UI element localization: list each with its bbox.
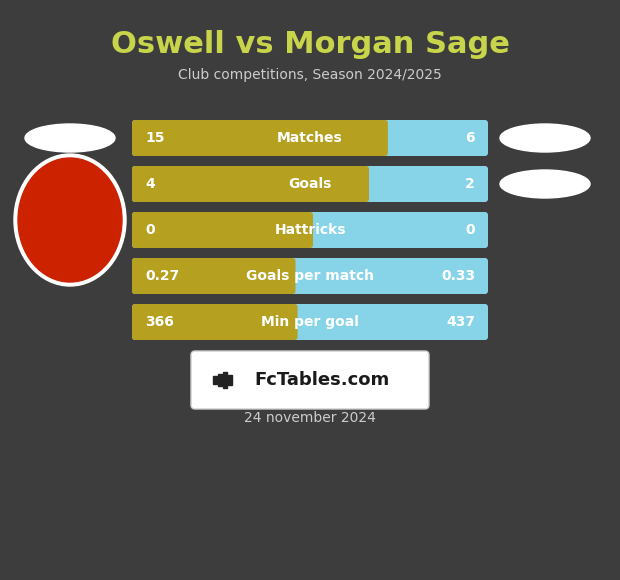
Text: 2: 2 — [465, 177, 475, 191]
Ellipse shape — [14, 154, 126, 286]
Ellipse shape — [25, 124, 115, 152]
Text: Goals per match: Goals per match — [246, 269, 374, 283]
FancyBboxPatch shape — [132, 120, 388, 156]
Text: Club competitions, Season 2024/2025: Club competitions, Season 2024/2025 — [178, 68, 442, 82]
Text: 437: 437 — [446, 315, 475, 329]
Text: 4: 4 — [145, 177, 155, 191]
FancyBboxPatch shape — [191, 351, 429, 409]
Text: Oswell vs Morgan Sage: Oswell vs Morgan Sage — [110, 30, 510, 59]
FancyBboxPatch shape — [132, 304, 298, 340]
FancyBboxPatch shape — [132, 166, 488, 202]
Bar — [223, 372, 227, 388]
Ellipse shape — [500, 170, 590, 198]
FancyBboxPatch shape — [132, 304, 488, 340]
Text: 366: 366 — [145, 315, 174, 329]
Text: Matches: Matches — [277, 131, 343, 145]
Bar — [218, 374, 222, 386]
Bar — [213, 376, 217, 384]
Text: 6: 6 — [466, 131, 475, 145]
FancyBboxPatch shape — [132, 258, 488, 294]
Ellipse shape — [500, 124, 590, 152]
Text: Min per goal: Min per goal — [261, 315, 359, 329]
FancyBboxPatch shape — [132, 258, 296, 294]
Text: 24 november 2024: 24 november 2024 — [244, 411, 376, 425]
Text: 0: 0 — [145, 223, 154, 237]
Text: FcTables.com: FcTables.com — [254, 371, 389, 389]
FancyBboxPatch shape — [132, 120, 488, 156]
FancyBboxPatch shape — [132, 166, 369, 202]
Bar — [228, 375, 232, 385]
Text: Hattricks: Hattricks — [274, 223, 346, 237]
Text: 15: 15 — [145, 131, 164, 145]
FancyBboxPatch shape — [132, 212, 488, 248]
Ellipse shape — [18, 158, 122, 282]
Text: 0.27: 0.27 — [145, 269, 179, 283]
Text: Goals: Goals — [288, 177, 332, 191]
FancyBboxPatch shape — [132, 212, 313, 248]
Text: 0.33: 0.33 — [441, 269, 475, 283]
Text: 0: 0 — [466, 223, 475, 237]
